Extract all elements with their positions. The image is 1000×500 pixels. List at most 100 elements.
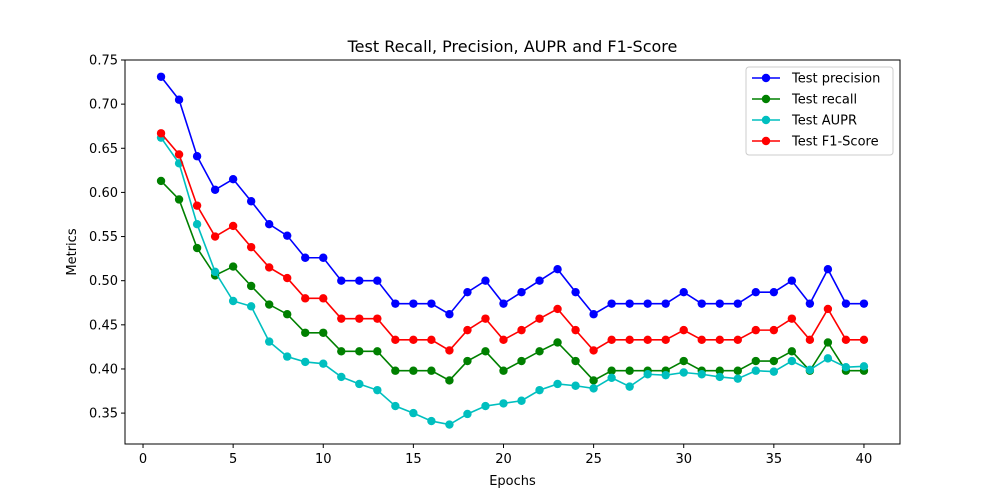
- data-point-test-f1-score: [246, 242, 256, 252]
- data-point-test-aupr: [643, 370, 652, 379]
- data-point-test-f1-score: [715, 335, 724, 345]
- data-point-test-f1-score: [427, 335, 436, 345]
- data-point-test-precision: [337, 276, 346, 285]
- x-tick-label: 10: [315, 452, 332, 467]
- data-point-test-precision: [571, 287, 580, 297]
- data-point-test-aupr: [192, 219, 202, 229]
- data-point-test-recall: [319, 328, 328, 337]
- data-point-test-f1-score: [355, 314, 364, 323]
- data-point-test-precision: [409, 299, 418, 308]
- data-point-test-aupr: [751, 366, 761, 375]
- data-point-test-precision: [607, 299, 616, 308]
- data-point-test-precision: [192, 152, 202, 161]
- data-point-test-f1-score: [499, 335, 508, 345]
- data-point-test-f1-score: [337, 314, 346, 323]
- data-point-test-recall: [751, 356, 761, 366]
- legend-marker-test-precision: [761, 73, 771, 83]
- data-point-test-f1-score: [445, 346, 454, 355]
- series-line-test-f1-score: [160, 132, 864, 352]
- data-point-test-precision: [535, 276, 544, 285]
- x-tick-label: 30: [675, 452, 692, 467]
- data-point-test-precision: [841, 299, 851, 308]
- data-point-test-aupr: [859, 362, 869, 371]
- data-point-test-f1-score: [697, 335, 706, 345]
- data-point-test-recall: [156, 176, 166, 186]
- data-point-test-f1-score: [589, 346, 598, 355]
- data-point-test-f1-score: [751, 325, 761, 335]
- legend-marker-test-recall: [761, 94, 771, 104]
- data-point-test-precision: [246, 197, 256, 206]
- data-point-test-precision: [625, 299, 634, 308]
- data-point-test-recall: [174, 195, 184, 204]
- legend-item-test-recall: Test recall: [752, 93, 857, 108]
- series-test-f1-score: [156, 129, 869, 355]
- data-point-test-precision: [769, 287, 779, 297]
- data-point-test-precision: [787, 276, 797, 285]
- data-point-test-precision: [661, 299, 670, 308]
- data-point-test-recall: [246, 281, 256, 291]
- chart-title: Test Recall, Precision, AUPR and F1-Scor…: [347, 37, 678, 56]
- data-point-test-precision: [463, 287, 472, 297]
- data-point-test-f1-score: [823, 304, 833, 314]
- data-point-test-recall: [625, 366, 634, 375]
- data-point-test-aupr: [391, 401, 400, 411]
- x-tick-label: 25: [585, 452, 602, 467]
- data-point-test-f1-score: [535, 314, 544, 323]
- data-point-test-f1-score: [607, 335, 616, 345]
- legend-marker-test-aupr: [761, 115, 771, 125]
- plot-series: [156, 72, 869, 429]
- data-point-test-recall: [337, 347, 346, 356]
- data-point-test-f1-score: [301, 294, 310, 303]
- data-point-test-f1-score: [643, 335, 652, 345]
- data-point-test-aupr: [823, 354, 833, 363]
- data-point-test-aupr: [733, 374, 742, 383]
- y-tick-label: 0.65: [89, 142, 118, 157]
- series-line-test-aupr: [160, 137, 864, 426]
- data-point-test-aupr: [841, 363, 851, 372]
- y-tick-label: 0.45: [89, 318, 118, 333]
- data-point-test-recall: [445, 376, 454, 385]
- data-point-test-aupr: [715, 372, 724, 382]
- data-point-test-precision: [733, 299, 742, 308]
- data-point-test-precision: [589, 310, 598, 319]
- data-point-test-f1-score: [319, 294, 328, 303]
- data-point-test-aupr: [355, 379, 364, 389]
- data-point-test-recall: [228, 262, 238, 271]
- data-point-test-recall: [715, 366, 724, 375]
- data-point-test-aupr: [264, 337, 274, 346]
- data-point-test-recall: [391, 366, 400, 375]
- data-point-test-aupr: [319, 359, 328, 368]
- data-point-test-precision: [499, 299, 508, 308]
- series-line-test-precision: [160, 76, 864, 316]
- data-point-test-aupr: [679, 368, 688, 377]
- data-point-test-precision: [553, 265, 562, 274]
- data-point-test-aupr: [787, 356, 797, 366]
- y-tick-label: 0.75: [89, 54, 118, 69]
- data-point-test-recall: [409, 366, 418, 375]
- data-point-test-f1-score: [625, 335, 634, 345]
- x-axis: 0 5 10 15 20 25 30 35 40: [139, 444, 872, 467]
- data-point-test-aupr: [210, 267, 220, 277]
- data-point-test-aupr: [246, 302, 256, 311]
- data-point-test-f1-score: [373, 314, 382, 323]
- data-point-test-aupr: [697, 370, 706, 379]
- data-point-test-precision: [859, 299, 869, 308]
- data-point-test-aupr: [463, 409, 472, 419]
- y-axis-title: Metrics: [65, 228, 80, 275]
- data-point-test-f1-score: [174, 150, 184, 159]
- data-point-test-precision: [174, 95, 184, 104]
- data-point-test-recall: [607, 366, 616, 375]
- data-point-test-f1-score: [156, 129, 166, 138]
- data-point-test-f1-score: [517, 325, 526, 335]
- data-point-test-aupr: [301, 357, 310, 367]
- data-point-test-recall: [373, 347, 382, 356]
- series-test-precision: [156, 72, 869, 319]
- data-point-test-recall: [463, 356, 472, 366]
- data-point-test-aupr: [553, 379, 562, 389]
- data-point-test-recall: [192, 243, 202, 253]
- data-point-test-f1-score: [733, 335, 742, 345]
- data-point-test-aupr: [805, 365, 815, 375]
- data-point-test-aupr: [445, 420, 454, 429]
- data-point-test-aupr: [625, 382, 634, 391]
- data-point-test-f1-score: [391, 335, 400, 345]
